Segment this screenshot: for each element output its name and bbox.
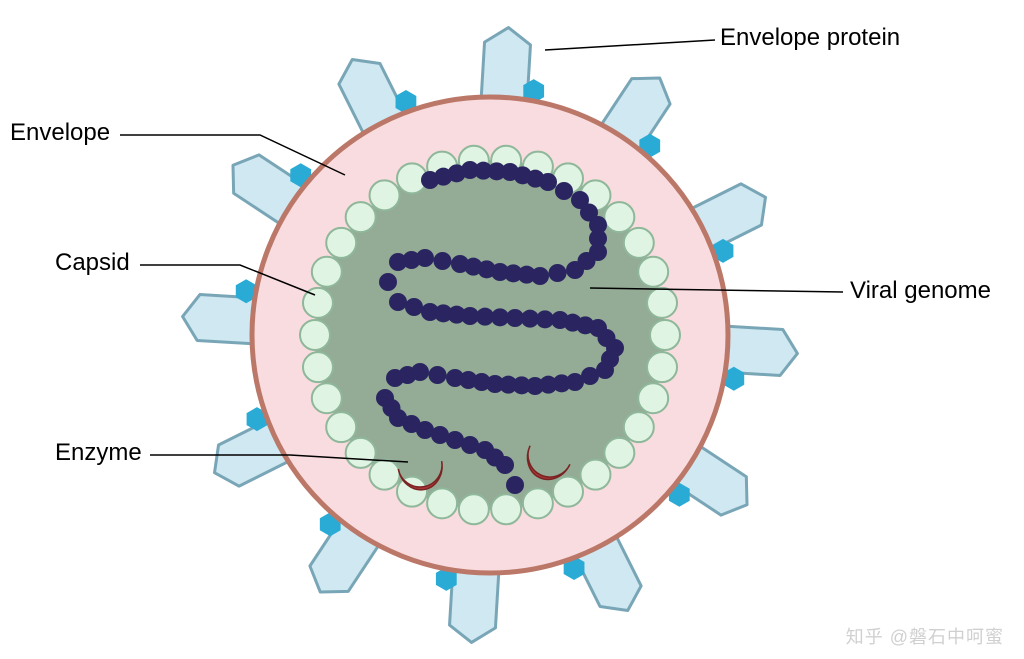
capsid-bead [604,438,634,468]
capsid-bead [303,352,333,382]
capsid-bead [370,460,400,490]
genome-bead [389,253,407,271]
label-text: Envelope [10,119,110,146]
genome-bead [389,293,407,311]
genome-bead [555,182,573,200]
capsid-bead [326,412,356,442]
genome-bead [549,264,567,282]
label-text: Envelope protein [720,24,900,51]
capsid-bead [491,494,521,524]
capsid-bead [638,257,668,287]
capsid-bead [300,320,330,350]
genome-bead [496,456,514,474]
genome-bead [434,252,452,270]
label-text: Enzyme [55,439,142,466]
capsid-bead [523,488,553,518]
label-text: Viral genome [850,277,991,304]
capsid-bead [397,477,427,507]
capsid-bead [647,352,677,382]
capsid-bead [312,257,342,287]
capsid-bead [427,488,457,518]
genome-bead [566,261,584,279]
genome-bead [429,366,447,384]
capsid-bead [638,383,668,413]
genome-bead [506,476,524,494]
watermark: 知乎 @磐石中呵蜜 [846,623,1004,649]
capsid-bead [604,202,634,232]
capsid-bead [346,202,376,232]
label-text: Capsid [55,249,130,276]
capsid-bead [624,412,654,442]
genome-bead [539,173,557,191]
capsid-bead [624,228,654,258]
capsid-bead [459,494,489,524]
capsid-group [300,146,680,525]
genome-bead [405,298,423,316]
capsid-bead [553,477,583,507]
capsid-bead [370,180,400,210]
capsid-bead [647,288,677,318]
capsid-bead [580,460,610,490]
capsid-bead [346,438,376,468]
capsid-bead [326,228,356,258]
capsid-bead [312,383,342,413]
label-line [545,40,715,50]
genome-bead [386,369,404,387]
genome-bead [451,255,469,273]
capsid-bead [650,320,680,350]
genome-bead [379,273,397,291]
genome-bead [446,369,464,387]
